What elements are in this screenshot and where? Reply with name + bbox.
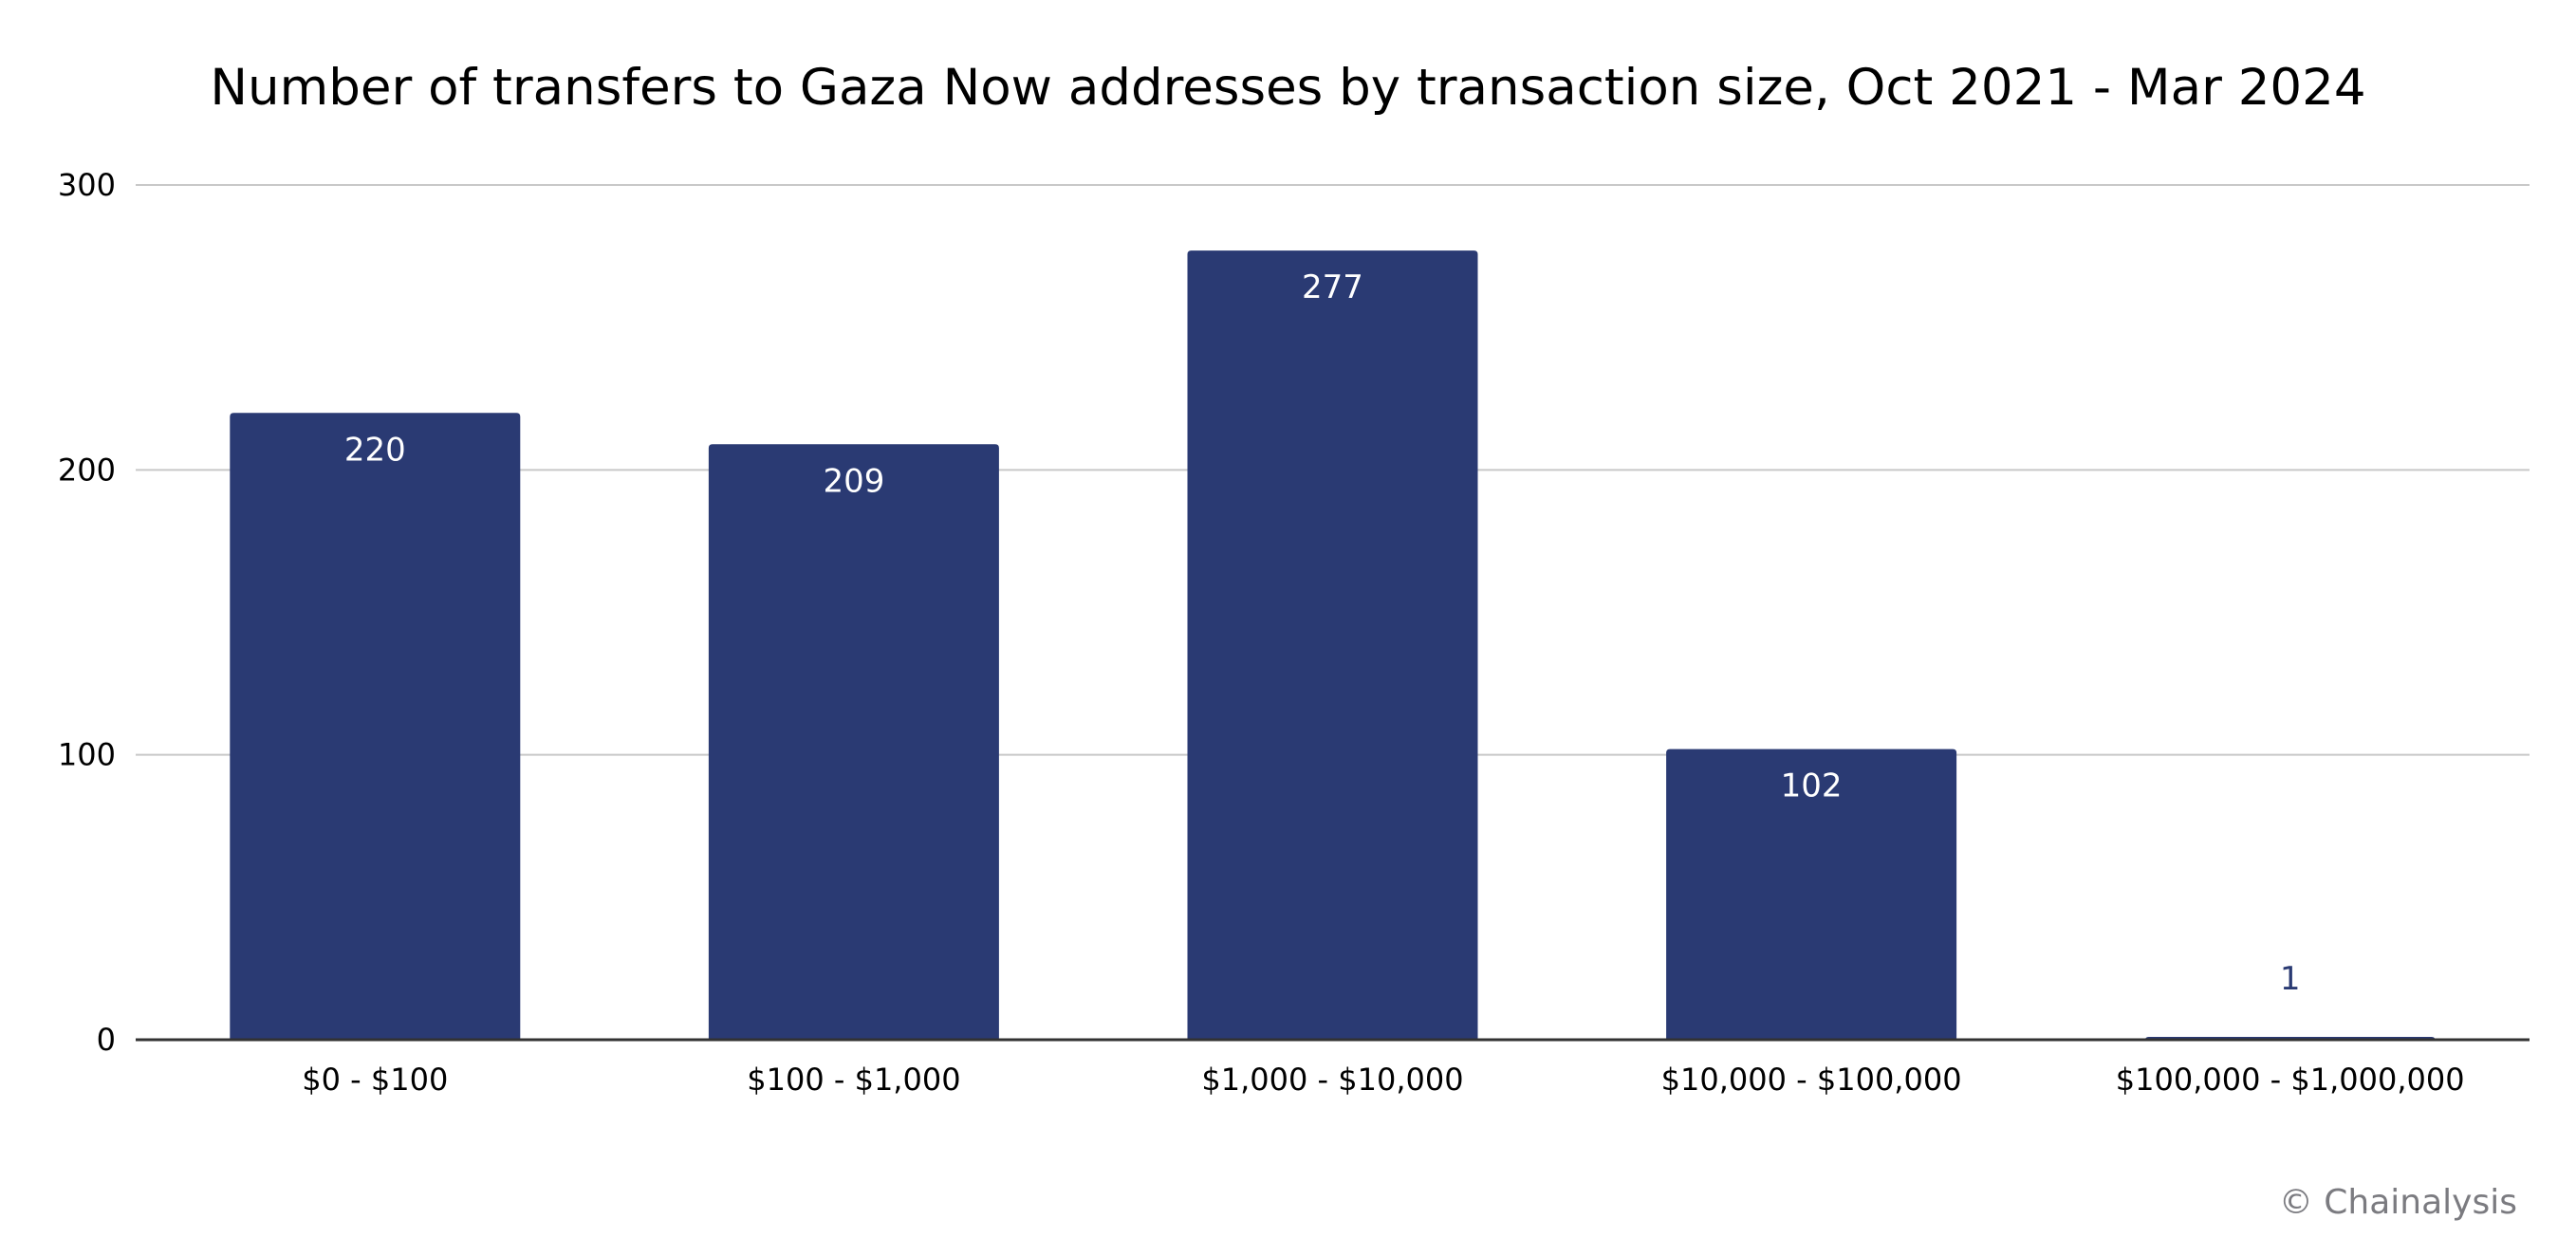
bar [230, 413, 521, 1040]
chart-title: Number of transfers to Gaza Now addresse… [210, 59, 2366, 117]
bar [708, 444, 999, 1040]
data-label: 220 [344, 431, 406, 469]
x-tick-label: $1,000 - $10,000 [1201, 1062, 1463, 1098]
x-tick-label: $0 - $100 [302, 1062, 448, 1098]
y-tick-label: 0 [97, 1022, 116, 1058]
data-label: 102 [1781, 767, 1843, 805]
y-tick-label: 100 [58, 737, 116, 773]
bar [1666, 748, 1957, 1040]
data-label: 209 [823, 462, 884, 500]
bar [1187, 250, 1478, 1040]
data-label: 277 [1302, 268, 1363, 306]
x-tick-label: $10,000 - $100,000 [1661, 1062, 1962, 1098]
y-tick-label: 300 [58, 167, 116, 203]
y-tick-label: 200 [58, 452, 116, 488]
x-tick-label: $100 - $1,000 [747, 1062, 960, 1098]
x-tick-label: $100,000 - $1,000,000 [2116, 1062, 2465, 1098]
credit-text: © Chainalysis [2278, 1183, 2517, 1222]
data-label: 1 [2280, 960, 2301, 998]
